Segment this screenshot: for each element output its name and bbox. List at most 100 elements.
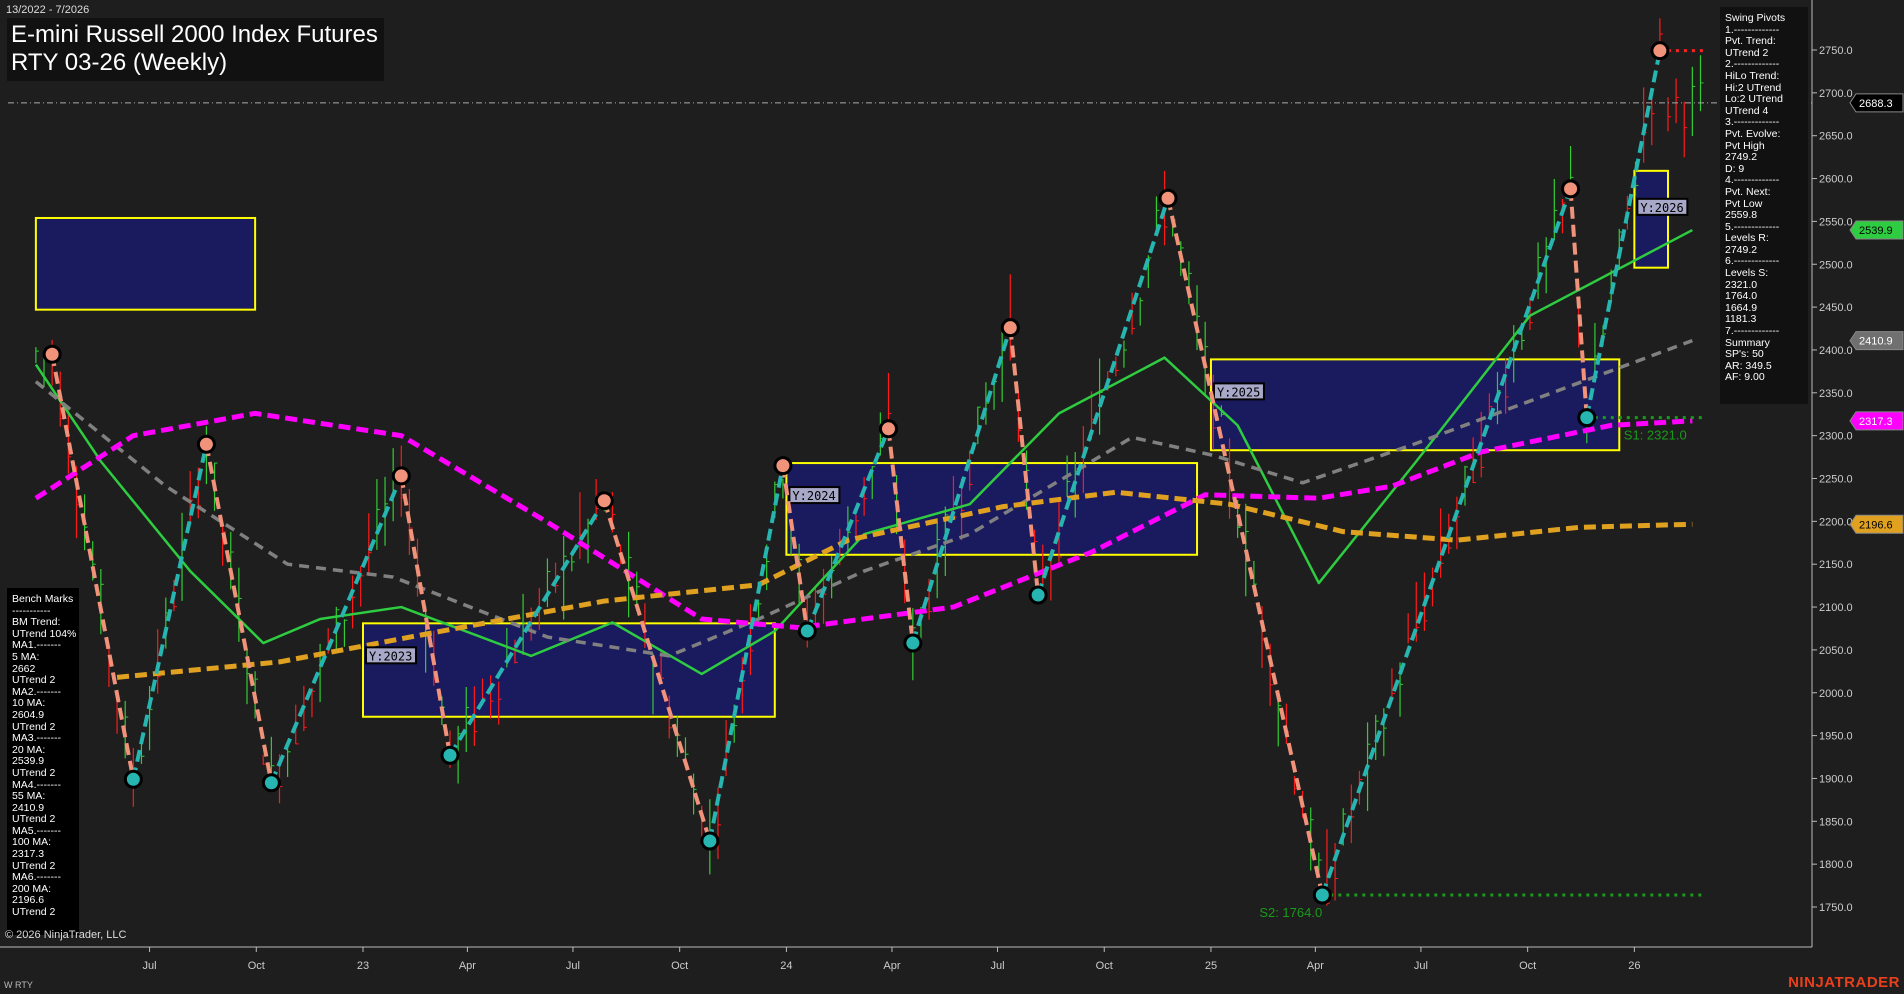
panel-line: MA1.------- — [12, 639, 61, 652]
yearly-zone — [34, 216, 257, 311]
zone-label-box — [365, 646, 417, 665]
price-tick-label: 2200.0 — [1819, 516, 1853, 528]
price-marker — [1849, 93, 1904, 113]
panel-line: 20 MA: — [12, 743, 46, 756]
zone-label: Y:2024 — [792, 489, 835, 503]
panel-line: AF: 9.00 — [1725, 371, 1765, 384]
panel-line: 1664.9 — [1725, 301, 1758, 314]
panel-line: Pvt. Next: — [1725, 185, 1771, 198]
panel-line: Lo:2 UTrend — [1725, 93, 1783, 106]
panel-line: 1764.0 — [1725, 290, 1758, 303]
panel-line: 5.------------- — [1725, 220, 1780, 233]
panel-line: Pvt High — [1725, 139, 1765, 152]
price-axis-bg — [1813, 0, 1904, 947]
time-tick-label: Jul — [1414, 960, 1428, 972]
price-marker — [1849, 331, 1904, 351]
panel-line: 2196.6 — [12, 894, 45, 907]
zone-label: Y:2025 — [1217, 385, 1260, 399]
zone-label: Y:2026 — [1640, 201, 1683, 215]
price-marker — [1849, 514, 1904, 534]
price-tick-label: 2500.0 — [1819, 259, 1853, 271]
time-tick-label: Jul — [143, 960, 157, 972]
swing-down-leg — [1008, 327, 1041, 596]
panel-line: 7.------------- — [1725, 325, 1780, 338]
price-tick-label: 2300.0 — [1819, 431, 1853, 443]
panel-line: MA6.------- — [12, 871, 61, 884]
pivot-high-marker — [1158, 188, 1178, 208]
panel-line: 2604.9 — [12, 708, 45, 721]
pivot-high-marker — [1561, 179, 1581, 199]
swing-up-leg — [910, 327, 1013, 644]
time-tick-label: 26 — [1628, 960, 1640, 972]
panel-line: 2662 — [12, 662, 36, 675]
panel-line: Swing Pivots — [1725, 12, 1786, 24]
panel-line: 1.------------- — [1725, 23, 1780, 36]
panel-line: MA4.------- — [12, 778, 61, 791]
price-marker — [1849, 411, 1904, 431]
ninjatrader-logo: NINJATRADER — [1788, 974, 1900, 991]
panel-line: 2559.8 — [1725, 209, 1758, 222]
time-tick-label: 24 — [780, 960, 792, 972]
time-tick-label: Oct — [671, 960, 688, 972]
price-tick-label: 2700.0 — [1819, 88, 1853, 100]
time-tick-label: Apr — [883, 960, 900, 972]
instrument-name: E-mini Russell 2000 Index Futures — [11, 21, 378, 48]
time-tick-label: Oct — [248, 960, 265, 972]
panel-line: UTrend 104% — [12, 627, 77, 640]
price-marker — [1849, 220, 1904, 240]
panel-line: Summary — [1725, 336, 1770, 349]
swing-up-leg — [805, 428, 891, 632]
price-tick-label: 2750.0 — [1819, 45, 1853, 57]
panel-line: Bench Marks — [12, 593, 74, 605]
ma-line-20-ma — [34, 228, 1693, 676]
time-tick-label: Oct — [1096, 960, 1113, 972]
time-tick-label: Apr — [1307, 960, 1324, 972]
price-marker-label: 2196.6 — [1859, 519, 1893, 531]
price-marker-label: 2688.3 — [1859, 98, 1893, 110]
time-tick-label: Oct — [1519, 960, 1536, 972]
swing-down-leg — [1166, 197, 1325, 896]
panel-line: UTrend 4 — [1725, 104, 1769, 117]
panel-line: 2410.9 — [12, 801, 45, 814]
panel-line: UTrend 2 — [12, 674, 56, 687]
pivot-high-marker — [42, 344, 62, 364]
ma-line-200-ma — [116, 489, 1693, 680]
pivot-low-marker — [1312, 885, 1332, 905]
pivot-low-marker — [1028, 585, 1048, 605]
panel-line: 100 MA: — [12, 836, 52, 849]
panel-line: 2749.2 — [1725, 243, 1758, 256]
level-label: S2: 1764.0 — [1259, 905, 1322, 920]
pivot-high-marker — [594, 491, 614, 511]
swing-up-leg — [269, 475, 404, 784]
price-tick-label: 1750.0 — [1819, 902, 1853, 914]
zone-label-box — [788, 486, 841, 505]
price-tick-label: 2450.0 — [1819, 302, 1853, 314]
panel-line: 55 MA: — [12, 790, 46, 803]
pivot-high-marker — [773, 456, 793, 476]
price-tick-label: 2050.0 — [1819, 645, 1853, 657]
panel-line: UTrend 2 — [12, 813, 56, 826]
pivot-high-marker — [196, 434, 216, 454]
pivot-low-marker — [440, 745, 460, 765]
panel-line: Pvt. Trend: — [1725, 35, 1776, 48]
pivot-low-marker — [797, 621, 817, 641]
price-tick-label: 2350.0 — [1819, 388, 1853, 400]
swing-down-leg — [1568, 188, 1589, 418]
panel-line: Levels S: — [1725, 267, 1769, 280]
swing-up-leg — [448, 499, 606, 757]
swing-down-leg — [602, 500, 712, 842]
bench-marks-panel: Bench Marks ----------- BM Trend: UTrend 10… — [7, 588, 79, 935]
panel-line: Levels R: — [1725, 232, 1769, 245]
symbol-label: W RTY — [4, 980, 33, 990]
swing-down-leg — [780, 465, 810, 632]
panel-line: UTrend 2 — [1725, 46, 1769, 59]
zone-label: Y:2023 — [369, 649, 412, 663]
price-tick-label: 2650.0 — [1819, 131, 1853, 143]
panel-line: Hi:2 UTrend — [1725, 81, 1782, 94]
zone-label-box — [1636, 197, 1689, 216]
pivot-high-marker — [391, 466, 411, 486]
price-tick-label: 2550.0 — [1819, 216, 1853, 228]
price-tick-label: 1900.0 — [1819, 773, 1853, 785]
time-tick-label: Jul — [990, 960, 1004, 972]
